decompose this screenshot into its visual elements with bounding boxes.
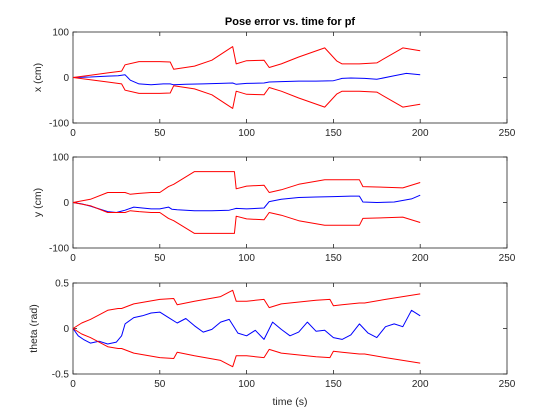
x-tick-label: 150	[325, 379, 342, 390]
x-ticks: 0 50 100 150 200 250	[70, 283, 516, 390]
y-tick-label: 0	[63, 198, 69, 209]
y-tick-label: -100	[49, 119, 69, 130]
series-lines	[72, 46, 421, 109]
x-tick-label: 100	[238, 253, 255, 264]
x-tick-label: 200	[412, 128, 429, 139]
series-lines	[72, 171, 421, 234]
x-axis-label: time (s)	[273, 396, 308, 408]
x-tick-label: 0	[70, 128, 76, 139]
plot-area	[72, 156, 508, 249]
x-tick-label: 100	[238, 128, 255, 139]
series-line-lower	[72, 77, 421, 109]
series-line-error	[72, 309, 421, 345]
y-axis-label: x (cm)	[32, 63, 44, 92]
y-ticks: -100 0 100	[49, 153, 507, 255]
series-line-error	[72, 194, 421, 213]
x-tick-label: 200	[412, 253, 429, 264]
y-tick-label: 0	[63, 73, 69, 84]
x-tick-label: 0	[70, 379, 76, 390]
y-tick-label: 100	[52, 28, 69, 39]
x-tick-label: 50	[154, 128, 166, 139]
y-axis-label: theta (rad)	[28, 304, 40, 352]
subplot-theta-error: theta (rad) time (s) 0 50 100 150 200 250 -0.…	[28, 279, 516, 409]
x-tick-label: 0	[70, 253, 76, 264]
series-line-lower	[72, 328, 421, 368]
plot-area	[72, 282, 508, 375]
series-line-lower	[72, 202, 421, 234]
x-tick-label: 250	[499, 379, 516, 390]
x-ticks: 0 50 100 150 200 250	[70, 32, 516, 139]
x-tick-label: 250	[499, 253, 516, 264]
y-tick-label: -100	[49, 244, 69, 255]
series-line-upper	[72, 171, 421, 203]
subplot-x-error: Pose error vs. time for pf x (cm) 0 50 100…	[32, 16, 516, 139]
series-line-error	[72, 72, 421, 86]
x-tick-label: 50	[154, 253, 166, 264]
y-axis-label: y (cm)	[32, 188, 44, 217]
series-line-upper	[72, 46, 421, 78]
plot-area	[72, 31, 508, 124]
x-tick-label: 250	[499, 128, 516, 139]
x-tick-label: 200	[412, 379, 429, 390]
x-tick-label: 50	[154, 379, 166, 390]
y-tick-label: 0.5	[55, 279, 69, 290]
y-tick-label: 100	[52, 153, 69, 164]
series-line-upper	[72, 289, 421, 329]
y-ticks: -0.5 0 0.5	[52, 279, 507, 381]
x-tick-label: 150	[325, 253, 342, 264]
y-tick-label: 0	[63, 324, 69, 335]
series-lines	[72, 289, 421, 368]
x-ticks: 0 50 100 150 200 250	[70, 157, 516, 264]
x-tick-label: 100	[238, 379, 255, 390]
chart-title: Pose error vs. time for pf	[225, 16, 356, 28]
x-tick-label: 150	[325, 128, 342, 139]
y-tick-label: -0.5	[52, 370, 70, 381]
